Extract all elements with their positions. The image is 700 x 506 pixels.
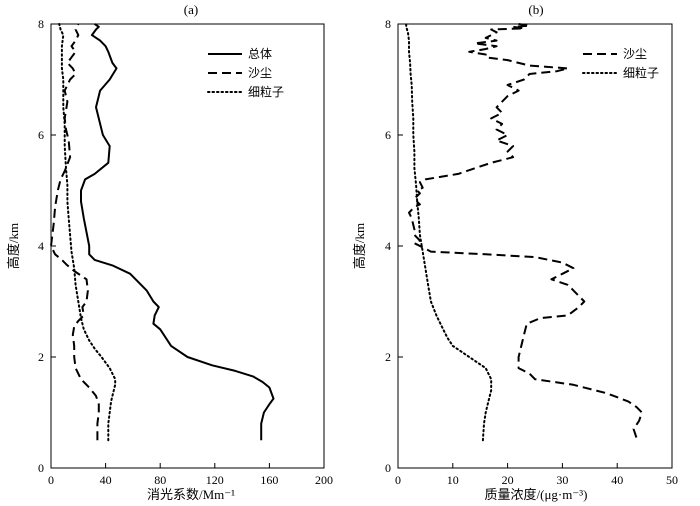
- panel-a-label: (a): [184, 2, 198, 17]
- x-tick-label: 10: [447, 473, 459, 487]
- x-tick-label: 120: [206, 473, 224, 487]
- series-line-dotted: [58, 23, 117, 442]
- y-tick-label: 2: [385, 350, 391, 364]
- y-tick-label: 0: [385, 461, 391, 475]
- panel-a-plot-frame: [50, 23, 325, 469]
- series-line-dashed: [408, 23, 643, 438]
- y-tick-label: 8: [38, 17, 44, 31]
- panel-b: (b) 0 10 20 30 40 50 0 2 4 6 8 质量浓度/(μg·m⁻³) 高度/km…: [352, 2, 678, 502]
- legend-entry-label: 总体: [248, 47, 272, 61]
- y-tick-label: 8: [385, 17, 391, 31]
- panel-a-x-axis-label: 消光系数/Mm⁻¹: [147, 487, 235, 502]
- x-tick-label: 200: [315, 473, 333, 487]
- x-tick-label: 40: [611, 473, 623, 487]
- x-tick-label: 0: [395, 473, 401, 487]
- panel-b-x-axis-label: 质量浓度/(μg·m⁻³): [485, 487, 588, 502]
- legend-entry-label: 细粒子: [248, 84, 284, 99]
- panel-b-plot-frame: [397, 23, 673, 469]
- legend-entry-label: 细粒子: [623, 65, 659, 80]
- x-tick-label: 160: [260, 473, 278, 487]
- x-tick-label: 30: [556, 473, 568, 487]
- panel-b-y-axis-label: 高度/km: [352, 223, 367, 269]
- y-tick-label: 0: [38, 461, 44, 475]
- x-tick-label: 0: [48, 473, 54, 487]
- y-tick-label: 6: [38, 128, 44, 142]
- y-tick-label: 4: [38, 239, 44, 253]
- panel-a-ticks: 0 40 80 120 160 200 0 2 4 6 8: [38, 17, 333, 487]
- panel-a-series: [50, 23, 275, 442]
- panel-b-label: (b): [528, 2, 543, 17]
- x-tick-label: 80: [154, 473, 166, 487]
- y-tick-label: 2: [38, 350, 44, 364]
- x-tick-label: 50: [666, 473, 678, 487]
- panel-b-series: [405, 23, 643, 442]
- x-tick-label: 40: [100, 473, 112, 487]
- series-line-solid: [80, 23, 275, 441]
- y-tick-label: 4: [385, 239, 391, 253]
- legend-entry-label: 沙尘: [248, 66, 272, 80]
- series-line-dotted: [405, 23, 493, 442]
- y-tick-label: 6: [385, 128, 391, 142]
- x-tick-label: 20: [502, 473, 514, 487]
- panel-a-y-axis-label: 高度/km: [6, 223, 21, 269]
- series-line-dashed: [50, 23, 100, 441]
- legend-entry-label: 沙尘: [623, 47, 647, 61]
- panel-b-ticks: 0 10 20 30 40 50 0 2 4 6 8: [385, 17, 678, 487]
